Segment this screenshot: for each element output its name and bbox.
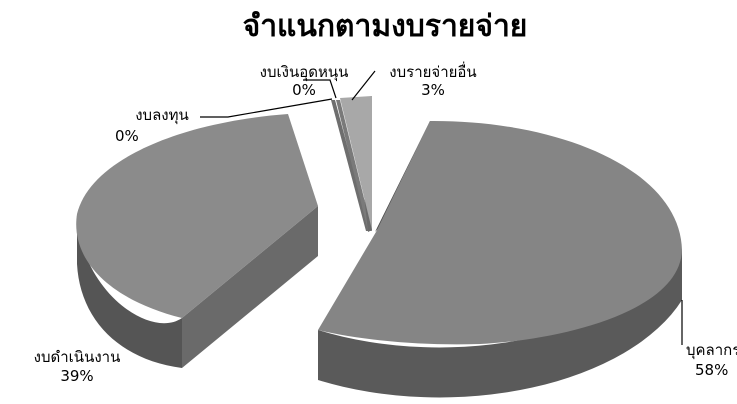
pie-slice-other-top bbox=[340, 96, 372, 230]
label-investment-name: งบลงทุน bbox=[135, 106, 189, 125]
pie-slice-operations-top bbox=[76, 114, 318, 318]
label-personnel-name: บุคลากร bbox=[686, 341, 737, 360]
label-investment-pct: 0% bbox=[115, 127, 139, 145]
pie-slice-operations-side bbox=[77, 214, 182, 368]
label-other-name: งบรายจ่ายอื่น bbox=[389, 61, 476, 81]
pie-slice-other bbox=[340, 96, 372, 232]
leader-line-investment bbox=[200, 98, 333, 118]
pie-slice-operations-wall bbox=[182, 206, 318, 368]
label-personnel-pct: 58% bbox=[695, 361, 728, 379]
label-subsidy-pct: 0% bbox=[292, 81, 316, 99]
pie-slice-personnel-top bbox=[318, 120, 682, 345]
label-operations-pct: 39% bbox=[60, 367, 93, 385]
leader-line-other bbox=[351, 70, 376, 101]
pie-slice-personnel bbox=[318, 120, 682, 398]
pie-slice-personnel-side bbox=[318, 250, 682, 398]
pie-slice-subsidy bbox=[336, 100, 372, 231]
chart-title: จำแนกตามงบรายจ่าย bbox=[243, 9, 528, 44]
label-other-pct: 3% bbox=[421, 81, 445, 99]
label-operations-name: งบดำเนินงาน bbox=[34, 348, 121, 366]
pie-slice-operations bbox=[76, 114, 318, 368]
pie-slice-personnel-wall bbox=[375, 121, 430, 232]
leader-line-subsidy bbox=[303, 79, 337, 99]
label-subsidy-name: งบเงินอุดหนุน bbox=[260, 63, 349, 82]
